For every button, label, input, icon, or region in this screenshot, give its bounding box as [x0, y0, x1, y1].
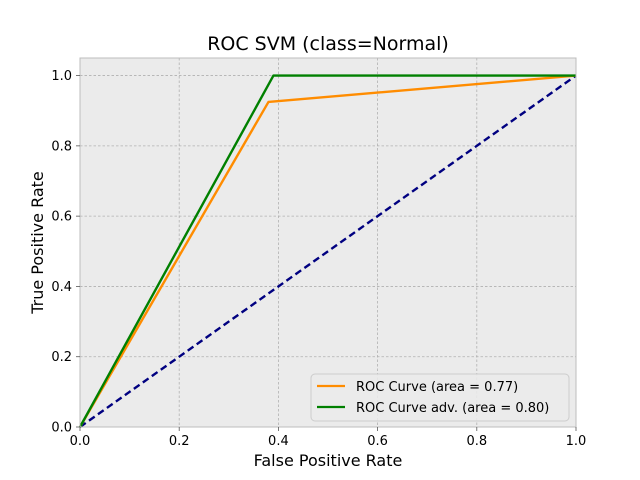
x-tick-label: 1.0	[566, 434, 587, 449]
roc-curve-line	[78, 74, 577, 428]
series-lines	[78, 74, 577, 428]
y-tick-label: 0.0	[51, 421, 72, 436]
y-tick-label: 1.0	[51, 69, 72, 84]
legend: ROC Curve (area = 0.77) ROC Curve adv. (…	[310, 373, 570, 422]
plot-background	[80, 58, 576, 427]
y-axis-label: True Positive Rate	[28, 171, 47, 315]
y-tick-label: 0.4	[51, 280, 72, 295]
plot-frame	[79, 57, 577, 428]
x-axis-label: False Positive Rate	[254, 451, 403, 470]
x-tick-label: 0.8	[466, 434, 487, 449]
legend-box	[310, 373, 570, 422]
x-tick-label: 0.6	[367, 434, 388, 449]
x-tick-label: 0.4	[268, 434, 289, 449]
y-tick-label: 0.2	[51, 350, 72, 365]
y-tick-label: 0.6	[51, 210, 72, 225]
x-tick-label: 0.2	[169, 434, 190, 449]
chance-diagonal-line	[79, 74, 577, 428]
x-tick-label: 0.0	[70, 434, 91, 449]
legend-label-roc-curve-adv: ROC Curve adv. (area = 0.80)	[356, 401, 549, 416]
roc-curve-adv-line	[78, 74, 576, 428]
tick-labels: 0.0 0.2 0.4 0.6 0.8 1.0 0.0 0.2 0.4 0.6 0.8 1.0	[51, 69, 586, 449]
chart-title: ROC SVM (class=Normal)	[207, 33, 449, 55]
legend-label-roc-curve: ROC Curve (area = 0.77)	[356, 380, 518, 395]
y-tick-label: 0.8	[51, 139, 72, 154]
